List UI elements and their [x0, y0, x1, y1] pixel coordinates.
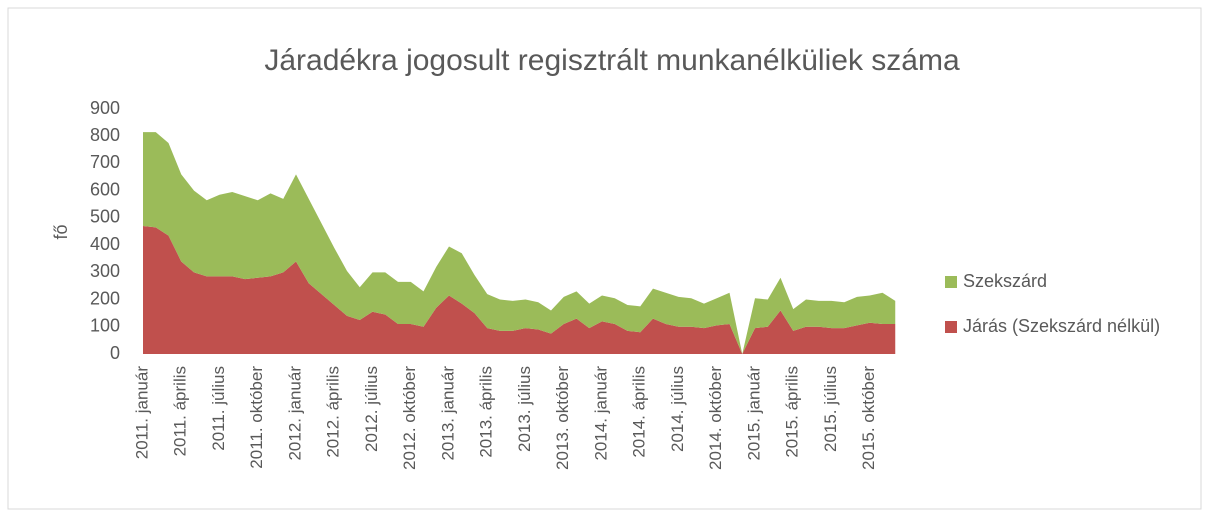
x-tick-label: 2014. április [630, 366, 649, 458]
legend-swatch [945, 276, 957, 288]
x-tick-label: 2012. április [324, 366, 343, 458]
x-tick-label: 2015. január [744, 366, 763, 461]
area [143, 226, 896, 354]
x-tick-label: 2012. július [362, 366, 381, 452]
y-tick-label: 800 [90, 125, 120, 145]
x-tick-label: 2011. január [132, 366, 151, 460]
y-tick-label: 500 [90, 207, 120, 227]
x-tick-label: 2012. január [285, 366, 304, 461]
x-tick-label: 2013. január [438, 366, 457, 461]
x-tick-label: 2015. július [821, 366, 840, 452]
x-tick-label: 2015. április [783, 366, 802, 458]
y-tick-label: 700 [90, 152, 120, 172]
x-tick-label: 2013. július [515, 366, 534, 452]
x-tick-label: 2014. október [706, 366, 725, 470]
x-tick-label: 2014. január [591, 366, 610, 461]
y-tick-label: 0 [110, 343, 120, 363]
legend-swatch [945, 321, 957, 333]
x-tick-label: 2011. július [209, 366, 228, 451]
y-tick-label: 300 [90, 261, 120, 281]
x-tick-label: 2011. április [171, 366, 190, 456]
x-tick-label: 2014. július [668, 366, 687, 452]
legend-label: Szekszárd [963, 271, 1047, 291]
y-axis-label: fő [51, 224, 71, 239]
x-tick-label: 2013. október [553, 366, 572, 470]
y-tick-label: 600 [90, 179, 120, 199]
x-tick-label: 2012. október [400, 366, 419, 470]
x-tick-label: 2011. október [247, 366, 266, 469]
x-tick-label: 2015. október [859, 366, 878, 470]
y-tick-label: 200 [90, 288, 120, 308]
chart-title: Járadékra jogosult regisztrált munkanélk… [264, 44, 960, 77]
y-tick-label: 100 [90, 316, 120, 336]
x-tick-label: 2013. április [477, 366, 496, 458]
area [143, 132, 896, 354]
y-tick-label: 400 [90, 234, 120, 254]
legend-label: Járás (Szekszárd nélkül) [963, 316, 1160, 336]
y-tick-label: 900 [90, 98, 120, 118]
